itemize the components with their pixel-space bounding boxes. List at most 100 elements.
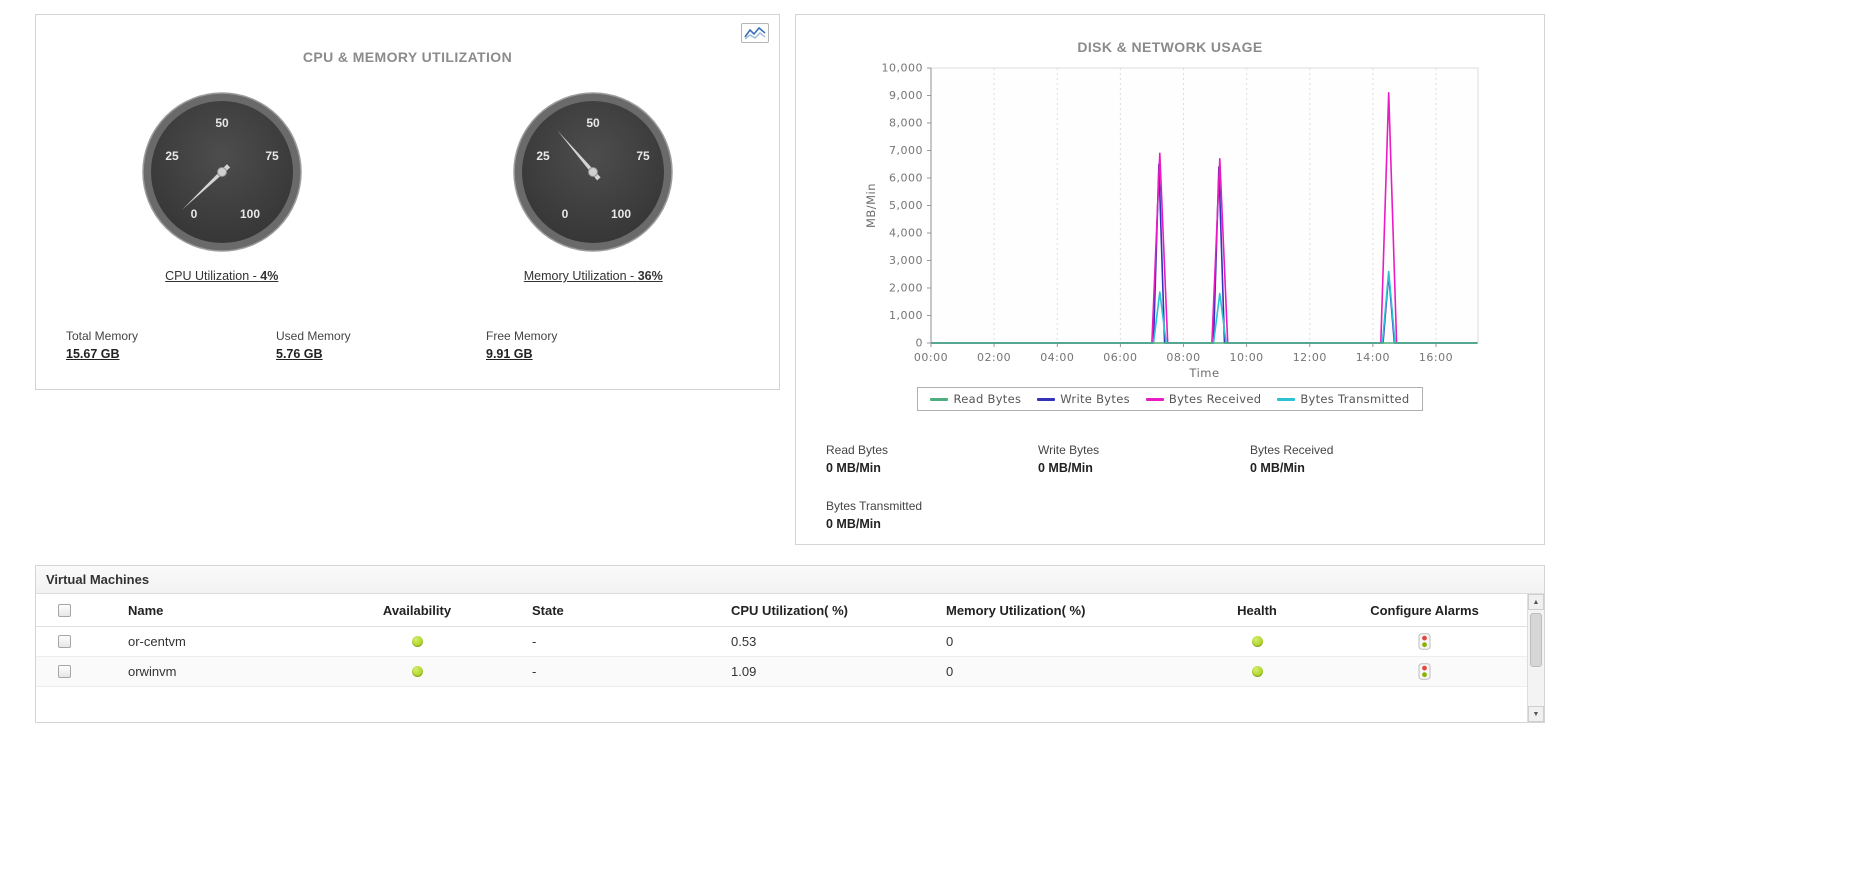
scroll-up-button[interactable]: ▲ [1528,594,1544,610]
x-tick-label: 12:00 [1293,351,1327,364]
x-tick-label: 10:00 [1229,351,1263,364]
legend-swatch [930,397,949,401]
stat-value: 0 MB/Min [1038,461,1093,475]
legend-item-write-bytes[interactable]: Write Bytes [1037,392,1130,406]
gauge-tick-label: 75 [637,149,651,163]
gauge-link[interactable]: Memory Utilization - 36% [524,269,663,283]
checkbox-cell [36,657,92,686]
row-checkbox[interactable] [57,665,71,678]
y-tick-label: 2,000 [889,282,923,295]
stat-label: Used Memory [276,329,351,343]
legend-swatch [1145,397,1164,401]
scroll-thumb[interactable] [1530,613,1542,667]
panel-title: DISK & NETWORK USAGE [1077,39,1263,55]
network-stat-bytes-transmitted: Bytes Transmitted 0 MB/Min [826,499,1038,531]
col-header-name[interactable]: Name [128,602,164,618]
vm-memory-utilization: 0 [946,664,954,679]
col-header-configure-alarms[interactable]: Configure Alarms [1370,602,1479,618]
gauge-tick-label: 50 [215,116,229,130]
gauge-hub [588,167,599,177]
stat-label: Write Bytes [1038,443,1100,457]
configure-alarms-icon[interactable] [1418,633,1431,650]
health-cell [1192,627,1322,656]
col-header-cpu-utilization[interactable]: CPU Utilization( %) [731,602,848,618]
vm-state: - [532,664,537,679]
stat-value[interactable]: 5.76 GB [276,347,323,361]
y-axis-label: MB/Min [864,183,878,228]
configure-alarms-icon[interactable] [1418,663,1431,680]
stat-label: Bytes Received [1250,443,1334,457]
vm-name[interactable]: or-centvm [128,634,186,649]
col-header-state[interactable]: State [532,602,564,618]
gauge-tick-label: 25 [165,149,179,163]
panel-title: CPU & MEMORY UTILIZATION [302,49,513,65]
stat-label: Free Memory [486,329,558,343]
gauge-needle [181,164,230,210]
gauge-dial: 0 25 50 75 100 [513,92,673,252]
legend-swatch [1277,397,1296,401]
vm-memory-utilization: 0 [946,634,954,649]
alarm-cell [1322,657,1527,686]
gauge-link-text: Memory Utilization - [523,269,638,283]
vm-cpu-utilization: 0.53 [731,634,757,649]
legend-label: Read Bytes [953,392,1022,406]
y-tick-label: 10,000 [882,62,924,75]
gauge-link[interactable]: CPU Utilization - 4% [165,269,278,283]
gauge-hub [216,167,227,177]
memory-stats: Total Memory 15.67 GB Used Memory 5.76 GB… [36,329,779,361]
x-tick-label: 14:00 [1356,351,1390,364]
network-stat-write-bytes: Write Bytes 0 MB/Min [1038,443,1250,475]
legend-label: Bytes Transmitted [1300,392,1410,406]
table-body: or-centvm - 0.53 0 orwinvm - 1.09 0 [36,627,1527,687]
col-header-health[interactable]: Health [1237,602,1277,618]
y-tick-label: 9,000 [889,89,923,102]
y-tick-label: 6,000 [889,172,923,185]
network-stat-bytes-received: Bytes Received 0 MB/Min [1250,443,1462,475]
stat-label: Read Bytes [826,443,889,457]
vm-cpu-utilization: 1.09 [731,664,757,679]
select-all-checkbox[interactable] [57,603,71,617]
legend-box: Read Bytes Write Bytes Bytes Received Bytes… [917,387,1423,411]
checkbox-cell [36,627,92,656]
stat-value[interactable]: 9.91 GB [486,347,533,361]
gauge-link-text: CPU Utilization - [165,269,261,283]
gauge-tick-label: 75 [265,149,279,163]
vm-name[interactable]: orwinvm [128,664,177,679]
stat-value[interactable]: 15.67 GB [66,347,120,361]
memory-stat-free-memory: Free Memory 9.91 GB [486,329,696,361]
alarm-cell [1322,627,1527,656]
usage-chart-svg: 00:00 02:00 04:00 06:00 08:00 10:00 12:00 14:00… [864,62,1479,380]
y-tick-label: 1,000 [889,309,923,322]
col-header-memory-utilization[interactable]: Memory Utilization( %) [946,602,1086,618]
x-tick-label: 08:00 [1166,351,1200,364]
row-checkbox[interactable] [57,635,71,648]
y-tick-label: 7,000 [889,144,923,157]
table-scrollbar[interactable]: ▲ ▼ [1527,594,1544,722]
gauge-tick-label: 100 [240,207,260,221]
scroll-down-button[interactable]: ▼ [1528,706,1544,722]
cpu-gauge: 0 25 50 75 100 CPU Utilization - 4% [36,87,408,283]
memory-gauge: 0 25 50 75 100 Memory Utilization - 36% [408,87,780,283]
stat-label: Total Memory [66,329,139,343]
chart-legend: Read Bytes Write Bytes Bytes Received Bytes… [796,387,1544,411]
health-status-dot [1251,666,1263,677]
y-tick-label: 5,000 [889,199,923,212]
legend-item-bytes-received[interactable]: Bytes Received [1145,392,1262,406]
usage-chart: 00:00 02:00 04:00 06:00 08:00 10:00 12:00 14:00… [796,59,1546,381]
availability-status-dot [411,636,423,647]
legend-item-read-bytes[interactable]: Read Bytes [930,392,1021,406]
x-tick-label: 16:00 [1419,351,1453,364]
y-tick-label: 4,000 [889,227,923,240]
x-tick-label: 02:00 [977,351,1011,364]
virtual-machines-panel: Virtual Machines Name Availability State CP… [35,565,1545,723]
legend-item-bytes-transmitted[interactable]: Bytes Transmitted [1277,392,1409,406]
gauge-dial: 0 25 50 75 100 [142,92,302,252]
y-tick-label: 3,000 [889,254,923,267]
legend-label: Bytes Received [1168,392,1262,406]
gauge-needle [557,130,601,181]
memory-stat-used-memory: Used Memory 5.76 GB [276,329,486,361]
col-header-availability[interactable]: Availability [382,602,452,618]
chart-toggle-button[interactable] [741,23,769,43]
stat-value: 0 MB/Min [826,517,881,531]
